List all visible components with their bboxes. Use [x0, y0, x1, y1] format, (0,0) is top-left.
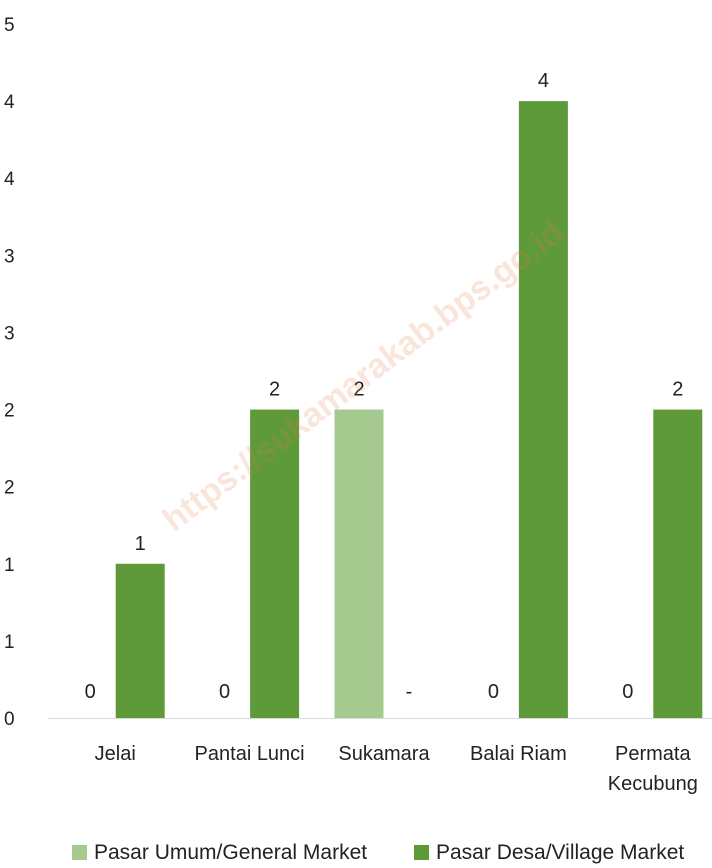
data-label: 4 — [538, 70, 549, 92]
bar — [653, 409, 703, 718]
category-label: Permata — [615, 743, 691, 765]
bar — [518, 101, 568, 719]
data-labels: 0 0 2 0 0 1 2 - 4 2 — [85, 70, 684, 703]
y-axis: 0 1 1 2 2 3 3 4 4 5 — [4, 15, 15, 730]
y-tick-label: 3 — [4, 246, 15, 267]
y-tick-label: 3 — [4, 323, 15, 344]
y-tick-label: 1 — [4, 632, 15, 653]
bar — [334, 409, 384, 718]
category-label: Jelai — [95, 743, 136, 765]
y-tick-label: 4 — [4, 92, 15, 113]
data-label: 0 — [219, 681, 230, 703]
data-label: 0 — [488, 681, 499, 703]
data-label: - — [406, 681, 413, 703]
data-label: 1 — [135, 533, 146, 555]
data-label: 0 — [622, 681, 633, 703]
category-label: Balai Riam — [470, 743, 567, 765]
y-tick-label: 4 — [4, 169, 15, 190]
y-tick-label: 2 — [4, 401, 15, 422]
y-tick-label: 2 — [4, 478, 15, 499]
y-tick-label: 5 — [4, 15, 15, 36]
x-axis: Jelai Pantai Lunci Sukamara Balai Riam Perma… — [48, 718, 712, 795]
bars — [115, 101, 703, 719]
data-label: 2 — [269, 379, 280, 401]
category-label: Sukamara — [338, 743, 430, 765]
data-label: 2 — [672, 379, 683, 401]
category-label: Kecubung — [608, 773, 698, 795]
category-label: Pantai Lunci — [195, 743, 305, 765]
legend-label: Pasar Umum/General Market — [94, 841, 367, 864]
bar — [115, 563, 165, 718]
y-tick-label: 1 — [4, 555, 15, 576]
data-label: 0 — [85, 681, 96, 703]
bar — [250, 409, 300, 718]
legend-label: Pasar Desa/Village Market — [436, 841, 684, 864]
data-label: 2 — [353, 379, 364, 401]
legend-swatch — [414, 845, 429, 860]
y-tick-label: 0 — [4, 709, 15, 730]
legend: Pasar Umum/General Market Pasar Desa/Vill… — [72, 841, 684, 864]
legend-swatch — [72, 845, 87, 860]
